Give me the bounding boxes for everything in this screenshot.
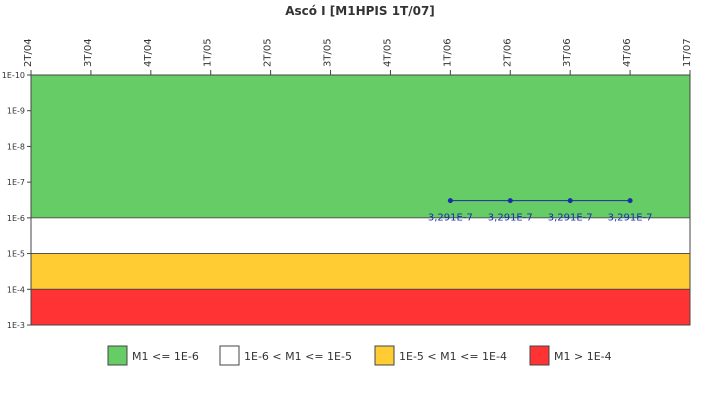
band-3	[30, 253, 691, 290]
legend-label: M1 <= 1E-6	[132, 350, 199, 363]
x-tick-label: 4T/06	[622, 38, 633, 67]
legend-swatch	[219, 345, 240, 366]
x-tick-label: 3T/04	[83, 38, 94, 67]
band-4	[30, 288, 691, 326]
data-label: 3,291E-7	[488, 213, 533, 224]
legend-label: M1 > 1E-4	[554, 350, 612, 363]
legend-label: 1E-6 < M1 <= 1E-5	[244, 350, 352, 363]
data-point	[447, 198, 453, 204]
data-point	[567, 198, 573, 204]
x-tick-label: 2T/04	[23, 38, 34, 67]
data-label: 3,291E-7	[428, 213, 473, 224]
x-tick-label: 3T/05	[323, 38, 334, 67]
data-label: 3,291E-7	[608, 213, 653, 224]
y-tick-label: 1E-6	[7, 214, 25, 223]
x-axis-ticks: 2T/04 3T/04 4T/04 1T/05 2T/05 3T/05 4T/05 1T/06…	[23, 38, 693, 75]
series-layer: 3,291E-7 3,291E-7 3,291E-7 3,291E-7	[428, 198, 653, 224]
band-2	[30, 217, 691, 254]
plot-border	[30, 74, 691, 326]
data-label: 3,291E-7	[548, 213, 593, 224]
x-tick-label: 4T/05	[382, 38, 393, 67]
legend-label: 1E-5 < M1 <= 1E-4	[399, 350, 507, 363]
y-tick-label: 1E-7	[7, 178, 25, 187]
x-tick-label: 1T/06	[442, 38, 453, 67]
x-tick-label: 1T/07	[682, 38, 693, 67]
y-tick-label: 1E-10	[2, 71, 25, 80]
legend-swatch	[374, 345, 395, 366]
bands-layer	[30, 74, 691, 326]
legend-swatch	[107, 345, 128, 366]
y-tick-label: 1E-9	[7, 107, 25, 116]
y-tick-label: 1E-8	[7, 142, 25, 151]
y-tick-label: 1E-5	[7, 250, 25, 259]
legend: M1 <= 1E-6 1E-6 < M1 <= 1E-5 1E-5 < M1 <= …	[107, 345, 612, 366]
y-tick-label: 1E-4	[7, 285, 25, 294]
y-axis-ticks: 1E-10 1E-9 1E-8 1E-7 1E-6 1E-5 1E-4 1E-3	[2, 71, 31, 330]
data-point	[507, 198, 513, 204]
x-tick-label: 3T/06	[562, 38, 573, 67]
x-tick-label: 4T/04	[143, 38, 154, 67]
y-tick-label: 1E-3	[7, 321, 25, 330]
data-point	[627, 198, 633, 204]
chart-title: Ascó I [M1HPIS 1T/07]	[285, 4, 435, 18]
x-tick-label: 2T/06	[502, 38, 513, 67]
x-tick-label: 2T/05	[263, 38, 274, 67]
band-1	[30, 74, 691, 219]
legend-swatch	[529, 345, 550, 366]
x-tick-label: 1T/05	[203, 38, 214, 67]
